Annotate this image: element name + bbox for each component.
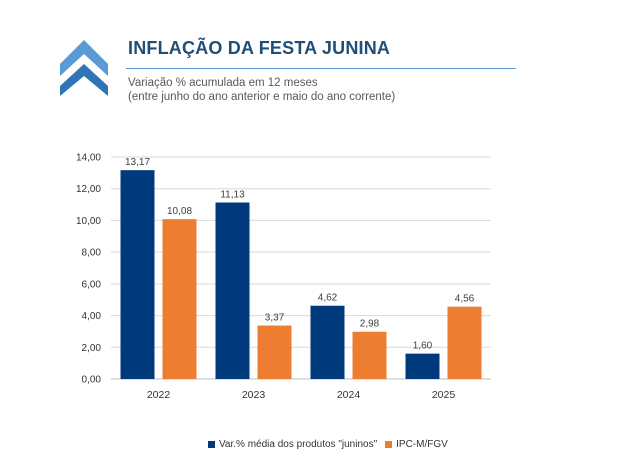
legend-swatch-series-2 [385,441,393,448]
subtitle-line-1: Variação % acumulada em 12 meses [128,77,318,89]
y-tick-label: 10,00 [76,216,101,227]
data-label: 4,56 [455,294,475,305]
bar [310,305,345,379]
chart-legend: Var.% média dos produtos "juninos" IPC-M… [208,439,456,450]
data-label: 10,08 [167,206,192,217]
bar [257,325,292,379]
bar [120,170,155,379]
data-label: 13,17 [125,157,150,168]
y-tick-label: 0,00 [82,375,102,386]
legend-label-series-2: IPC-M/FGV [396,439,448,450]
bar [215,202,250,379]
y-tick-label: 8,00 [82,248,102,259]
legend-label-series-1: Var.% média dos produtos "juninos" [219,439,378,450]
x-tick-label: 2025 [432,389,456,401]
legend-swatch-series-1 [208,441,215,448]
subtitle-line-2: (entre junho do ano anterior e maio do a… [128,91,396,103]
y-tick-label: 12,00 [76,184,101,195]
legend-item-series-1: Var.% média dos produtos "juninos" [208,439,377,450]
title-divider [126,68,516,69]
x-tick-label: 2022 [147,389,171,401]
double-chevron-up-icon [60,40,108,96]
data-label: 2,98 [360,319,380,330]
bar [447,306,482,379]
legend-item-series-2: IPC-M/FGV [385,439,448,450]
y-tick-label: 6,00 [82,279,102,290]
bar [405,353,440,379]
data-label: 3,37 [265,313,285,324]
x-tick-label: 2024 [337,389,361,401]
data-label: 11,13 [220,190,245,201]
y-tick-label: 14,00 [76,153,101,164]
page-title: INFLAÇÃO DA FESTA JUNINA [128,38,391,58]
data-label: 1,60 [413,341,433,352]
y-tick-label: 4,00 [82,311,102,322]
bar [162,219,197,379]
bar [352,331,387,379]
x-tick-label: 2023 [242,389,266,401]
y-tick-label: 2,00 [82,343,102,354]
data-label: 4,62 [318,293,338,304]
